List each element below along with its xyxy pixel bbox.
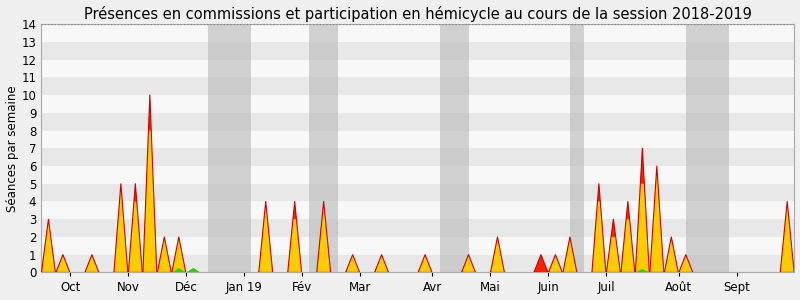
Bar <box>686 24 730 272</box>
Bar <box>41 24 794 42</box>
Bar <box>208 24 251 272</box>
Bar <box>570 24 585 272</box>
Polygon shape <box>635 148 650 272</box>
Bar <box>41 113 794 130</box>
Polygon shape <box>635 269 650 272</box>
Bar <box>41 60 794 77</box>
Polygon shape <box>149 95 151 130</box>
Bar <box>41 237 794 255</box>
Bar <box>41 184 794 202</box>
Bar <box>41 202 794 219</box>
Polygon shape <box>56 255 70 272</box>
Bar <box>41 77 794 95</box>
Polygon shape <box>563 237 577 272</box>
Polygon shape <box>534 255 548 272</box>
Polygon shape <box>42 219 55 272</box>
Polygon shape <box>650 166 664 272</box>
Bar <box>41 95 794 113</box>
Polygon shape <box>534 255 548 272</box>
Bar <box>41 6 794 24</box>
Y-axis label: Séances par semaine: Séances par semaine <box>6 85 18 212</box>
Polygon shape <box>293 202 297 219</box>
Polygon shape <box>418 255 432 272</box>
Polygon shape <box>128 184 142 272</box>
Polygon shape <box>640 148 644 184</box>
Polygon shape <box>664 237 678 272</box>
Polygon shape <box>317 202 330 272</box>
Polygon shape <box>143 95 157 272</box>
Polygon shape <box>134 184 137 202</box>
Polygon shape <box>549 255 562 272</box>
Bar <box>41 255 794 272</box>
Polygon shape <box>258 202 273 272</box>
Polygon shape <box>621 202 635 272</box>
Polygon shape <box>611 219 616 237</box>
Polygon shape <box>172 268 186 272</box>
Polygon shape <box>592 184 606 272</box>
Polygon shape <box>158 237 171 272</box>
Polygon shape <box>374 255 389 272</box>
Polygon shape <box>172 237 186 272</box>
Polygon shape <box>114 184 128 272</box>
Bar <box>309 24 338 272</box>
Polygon shape <box>490 237 505 272</box>
Bar <box>41 42 794 60</box>
Bar <box>41 130 794 148</box>
Title: Présences en commissions et participation en hémicycle au cours de la session 20: Présences en commissions et participatio… <box>84 6 752 22</box>
Polygon shape <box>598 184 600 202</box>
Polygon shape <box>626 202 630 219</box>
Polygon shape <box>186 268 200 272</box>
Polygon shape <box>346 255 359 272</box>
Bar <box>41 166 794 184</box>
Polygon shape <box>780 202 794 272</box>
Polygon shape <box>85 255 99 272</box>
Bar <box>41 219 794 237</box>
Polygon shape <box>679 255 693 272</box>
Polygon shape <box>288 202 302 272</box>
Bar <box>439 24 469 272</box>
Polygon shape <box>462 255 475 272</box>
Bar <box>41 148 794 166</box>
Polygon shape <box>606 219 620 272</box>
